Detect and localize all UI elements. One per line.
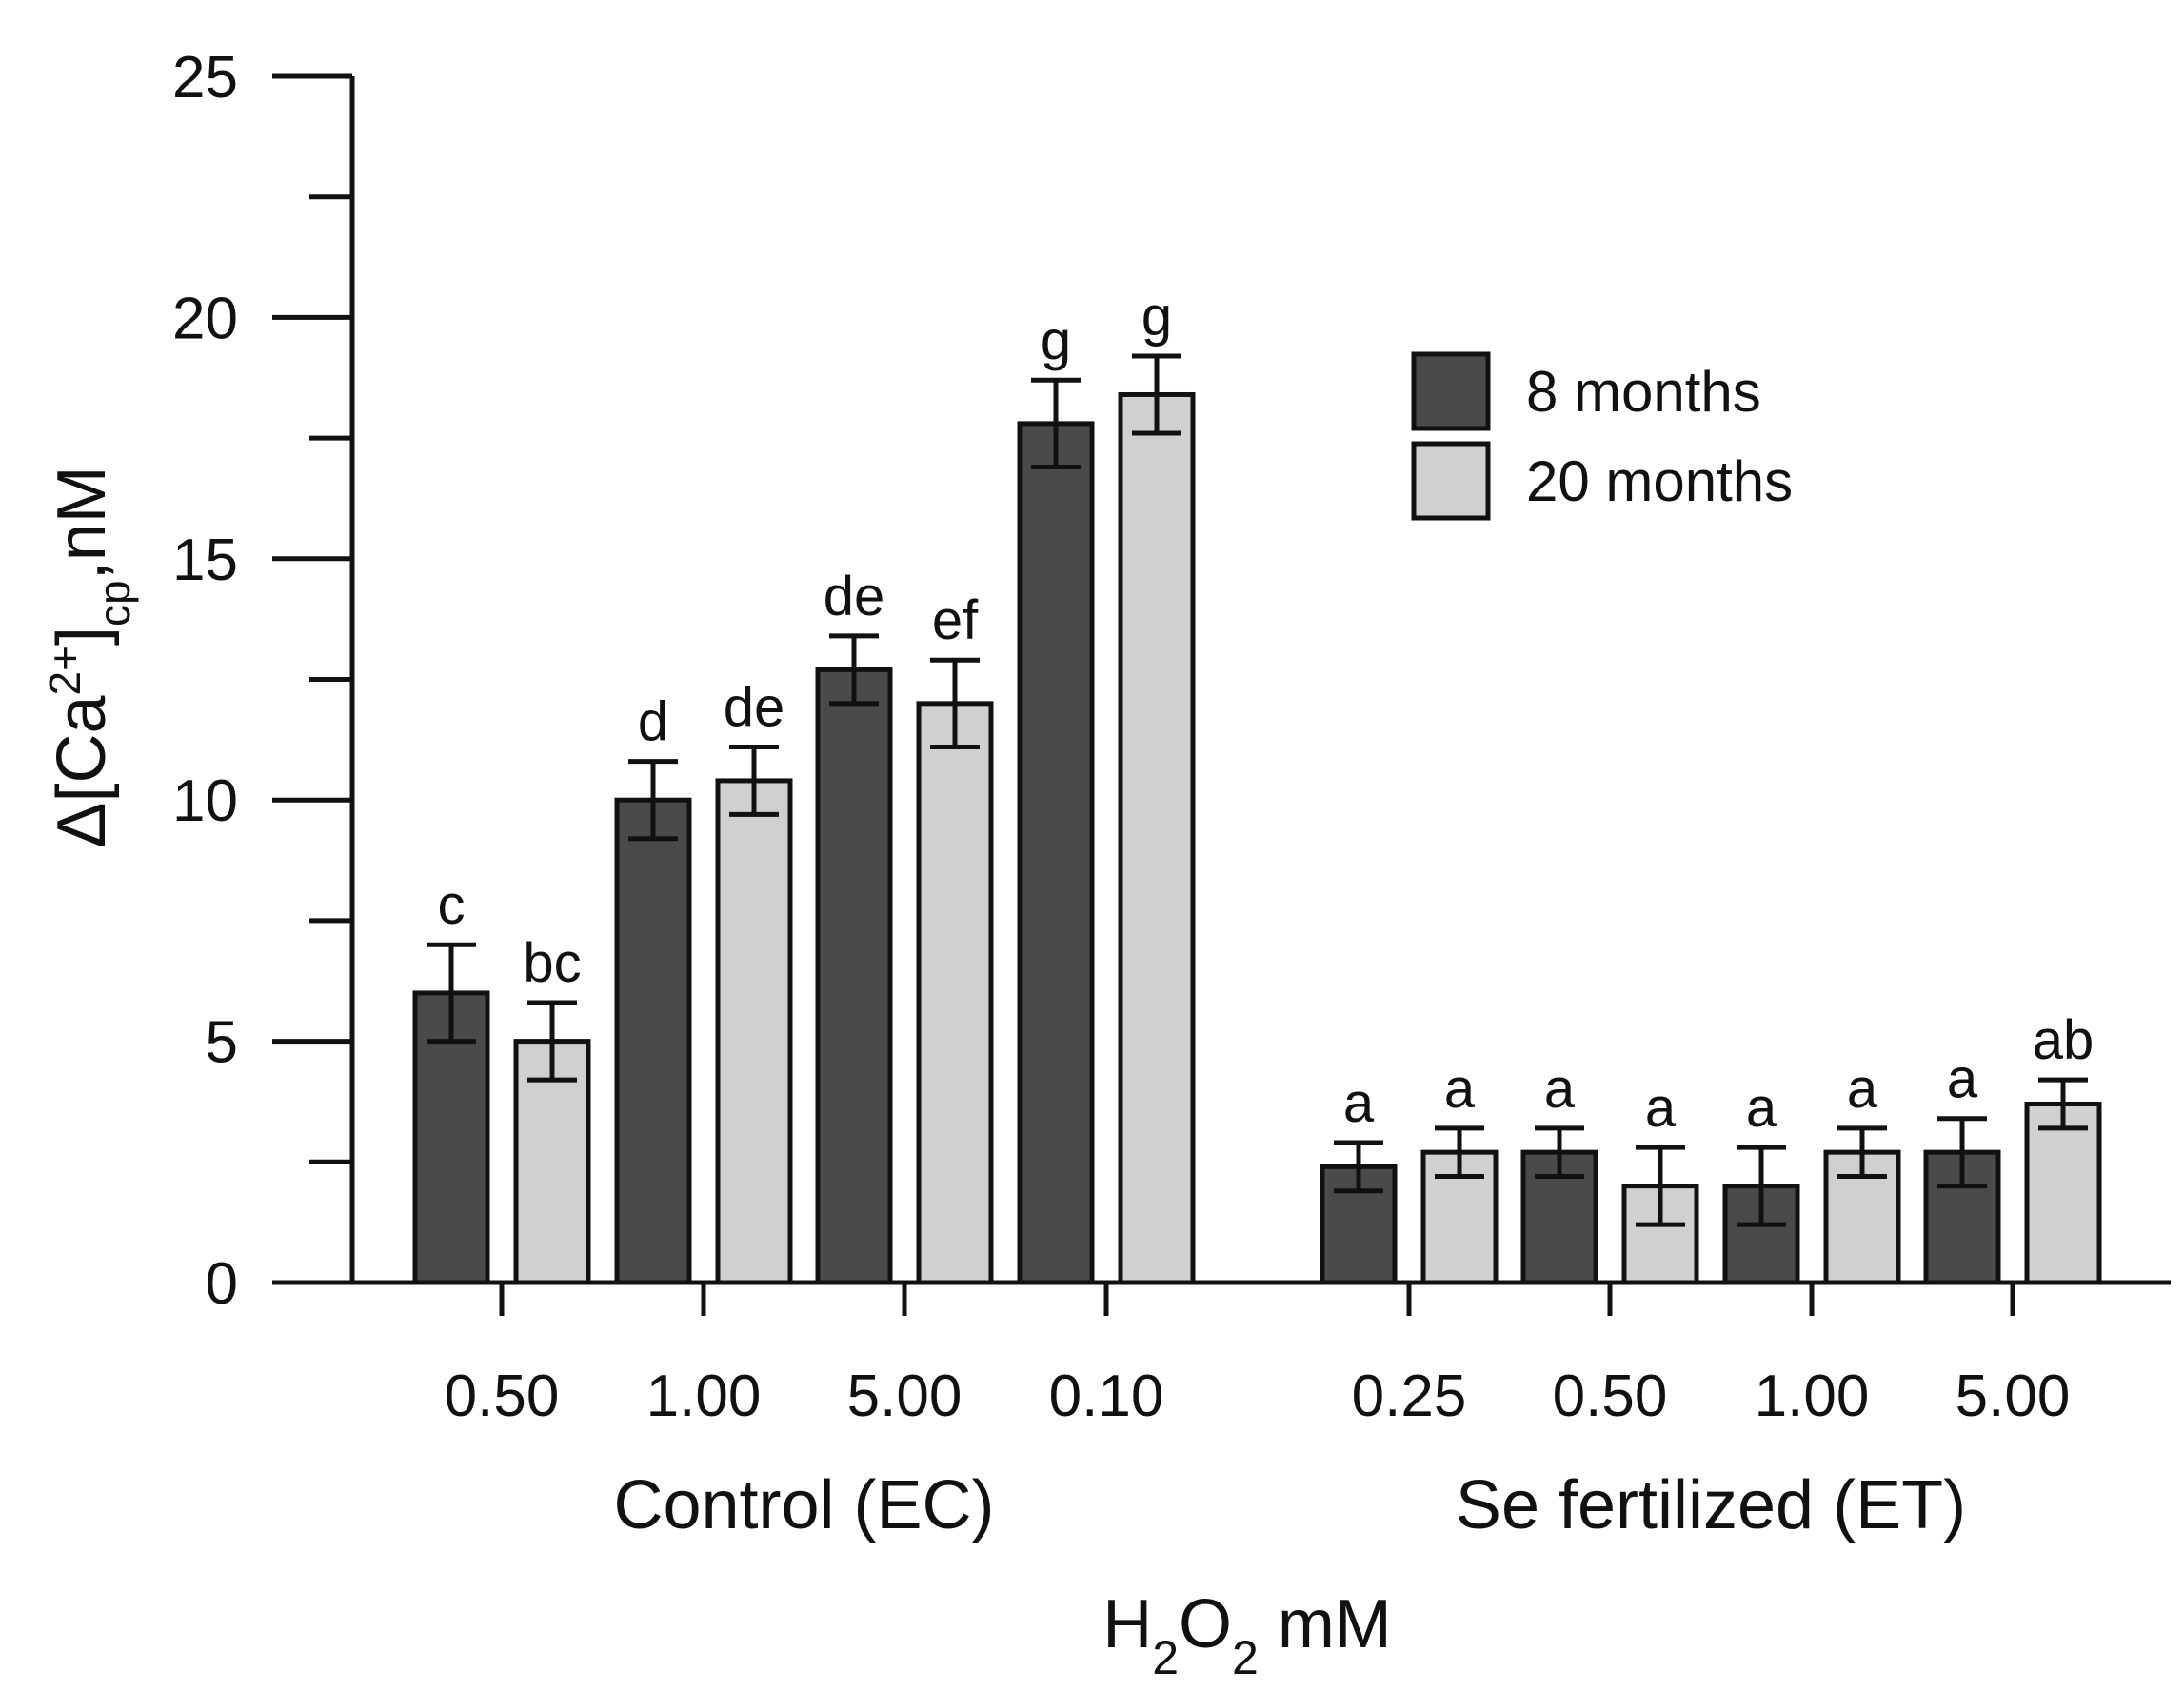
y-title-mid: ] (44, 627, 120, 646)
significance-letter-1-5: a (1645, 1077, 1677, 1139)
significance-letter-1-2: ef (932, 589, 979, 651)
legend-swatch-1 (1411, 441, 1491, 521)
y-tick-label-20: 20 (172, 286, 238, 351)
y-title-pre: Δ[Ca (44, 695, 120, 848)
significance-letter-1-3: g (1142, 286, 1172, 348)
significance-letter-1-4: a (1444, 1058, 1476, 1120)
x-tick-label-5: 0.50 (1553, 1364, 1668, 1429)
bar-8mo-2 (815, 667, 893, 1285)
y-title-sup: 2+ (40, 646, 89, 695)
significance-letter-0-4: a (1343, 1072, 1375, 1134)
x-tick-label-1: 1.00 (646, 1364, 762, 1429)
x-tick-label-6: 1.00 (1755, 1364, 1870, 1429)
x-axis-title: H2O2 mM (1102, 1586, 1392, 1684)
y-axis-title: Δ[Ca2+]cp,nM (40, 466, 139, 847)
y-tick-label-15: 15 (172, 528, 238, 593)
significance-letter-0-7: a (1947, 1048, 1978, 1110)
bar-20mo-1 (715, 778, 793, 1285)
significance-letter-0-0: c (438, 874, 466, 936)
x-tick-label-3: 0.10 (1049, 1364, 1164, 1429)
x-tick-label-7: 5.00 (1956, 1364, 2071, 1429)
x-title-o: O (1179, 1586, 1232, 1662)
significance-letter-0-6: a (1746, 1077, 1777, 1139)
group-label-0: Control (EC) (613, 1467, 994, 1543)
x-title-sub1: 2 (1152, 1631, 1179, 1684)
axes-layer (272, 73, 2171, 1316)
x-tick-label-2: 5.00 (847, 1364, 963, 1429)
bar-20mo-2 (916, 701, 994, 1285)
group-label-1: Se fertilized (ET) (1456, 1467, 1966, 1543)
bar-8mo-3 (1017, 421, 1095, 1285)
x-tick-label-0: 0.50 (445, 1364, 560, 1429)
legend: 8 months 20 months (1411, 351, 1793, 521)
bar-8mo-1 (614, 797, 692, 1285)
y-title-post: ,nM (44, 466, 120, 580)
significance-letter-0-3: g (1041, 309, 1071, 371)
bar-20mo-3 (1118, 391, 1196, 1285)
significance-letter-1-6: a (1847, 1058, 1878, 1120)
x-title-h: H (1102, 1586, 1152, 1662)
y-tick-label-25: 25 (172, 45, 238, 110)
legend-label-1: 20 months (1526, 449, 1793, 513)
legend-label-0: 8 months (1526, 360, 1761, 424)
legend-swatch-0 (1411, 351, 1491, 431)
significance-letter-0-1: d (638, 691, 668, 753)
significance-letter-0-5: a (1544, 1058, 1576, 1120)
significance-letter-1-0: bc (523, 932, 581, 994)
significance-letter-1-7: ab (2033, 1009, 2095, 1071)
bar-20mo-7 (2024, 1101, 2102, 1285)
significance-letter-0-2: de (824, 566, 885, 627)
x-tick-label-4: 0.25 (1352, 1364, 1467, 1429)
significance-letter-1-1: de (724, 676, 785, 738)
bars-layer (412, 353, 2102, 1285)
x-title-unit: mM (1259, 1586, 1392, 1662)
x-title-sub2: 2 (1232, 1631, 1259, 1684)
y-tick-label-5: 5 (206, 1010, 238, 1076)
y-tick-label-0: 0 (206, 1251, 238, 1317)
bar-20mo-5 (1621, 1184, 1699, 1285)
y-title-sub: cp (89, 580, 139, 627)
y-tick-label-10: 10 (172, 768, 238, 834)
